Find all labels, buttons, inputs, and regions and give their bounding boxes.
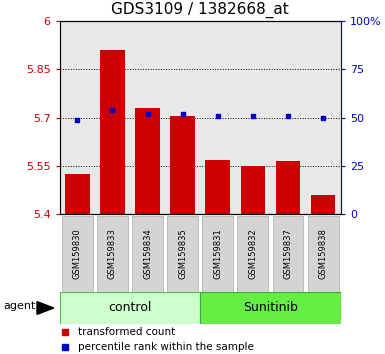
- Bar: [97, 216, 128, 292]
- Bar: [135, 108, 160, 214]
- Bar: [167, 216, 198, 292]
- Text: GSM159834: GSM159834: [143, 229, 152, 279]
- Text: GSM159831: GSM159831: [213, 229, 222, 279]
- Bar: [276, 161, 300, 214]
- Bar: [62, 216, 93, 292]
- Bar: [170, 116, 195, 214]
- Text: GSM159832: GSM159832: [248, 229, 258, 279]
- Bar: [241, 166, 265, 214]
- Text: percentile rank within the sample: percentile rank within the sample: [78, 342, 254, 352]
- Bar: [273, 216, 303, 292]
- Bar: [65, 174, 90, 214]
- Bar: [238, 216, 268, 292]
- Text: GSM159837: GSM159837: [283, 229, 293, 279]
- Bar: [200, 292, 341, 324]
- Bar: [206, 160, 230, 214]
- Bar: [60, 292, 200, 324]
- Bar: [100, 50, 125, 214]
- Text: control: control: [108, 302, 152, 314]
- Text: Sunitinib: Sunitinib: [243, 302, 298, 314]
- Text: GSM159838: GSM159838: [319, 229, 328, 279]
- Bar: [202, 216, 233, 292]
- Polygon shape: [37, 302, 54, 314]
- Text: GSM159830: GSM159830: [73, 229, 82, 279]
- Bar: [311, 195, 335, 214]
- Text: GSM159835: GSM159835: [178, 229, 187, 279]
- Bar: [132, 216, 163, 292]
- Text: agent: agent: [3, 301, 35, 312]
- Text: transformed count: transformed count: [78, 327, 175, 337]
- Text: GSM159833: GSM159833: [108, 229, 117, 279]
- Title: GDS3109 / 1382668_at: GDS3109 / 1382668_at: [111, 2, 289, 18]
- Bar: [308, 216, 339, 292]
